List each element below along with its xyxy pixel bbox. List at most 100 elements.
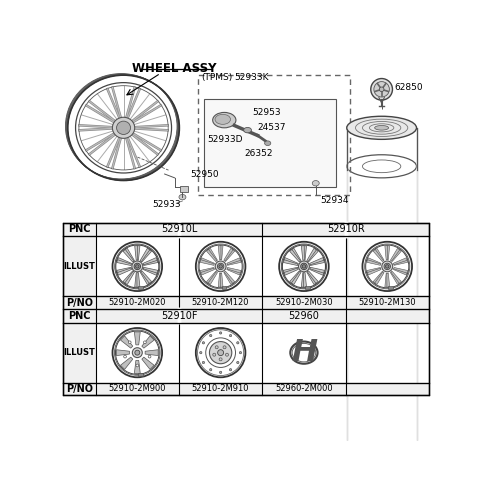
Polygon shape — [117, 260, 132, 265]
Circle shape — [217, 350, 224, 356]
Polygon shape — [123, 249, 134, 262]
Circle shape — [223, 346, 226, 349]
Ellipse shape — [290, 341, 318, 364]
Circle shape — [302, 265, 306, 268]
Bar — [204, 98, 336, 187]
Polygon shape — [141, 249, 152, 262]
Circle shape — [219, 332, 222, 334]
Circle shape — [203, 342, 204, 344]
Polygon shape — [375, 272, 384, 285]
Text: 52910-2M030: 52910-2M030 — [275, 298, 333, 307]
Polygon shape — [385, 246, 388, 260]
Text: WHEEL ASSY: WHEEL ASSY — [132, 62, 217, 76]
Text: 52953: 52953 — [252, 108, 281, 117]
Text: 52910-2M900: 52910-2M900 — [108, 384, 166, 393]
Text: 26352: 26352 — [244, 149, 273, 158]
Text: 52933: 52933 — [153, 200, 181, 209]
Polygon shape — [227, 258, 240, 265]
Circle shape — [132, 348, 142, 358]
Polygon shape — [224, 271, 235, 284]
Bar — [388, 287, 393, 289]
Polygon shape — [218, 246, 221, 260]
Circle shape — [200, 352, 202, 354]
Circle shape — [229, 369, 232, 371]
Polygon shape — [117, 350, 130, 356]
Polygon shape — [206, 249, 217, 261]
Bar — [138, 372, 143, 375]
Text: 52910F: 52910F — [161, 311, 197, 321]
Text: (TPMS): (TPMS) — [201, 73, 232, 82]
Polygon shape — [224, 272, 233, 285]
Circle shape — [112, 328, 162, 377]
Text: H: H — [291, 338, 317, 367]
Text: 52960: 52960 — [288, 311, 319, 321]
Ellipse shape — [213, 113, 236, 128]
Polygon shape — [387, 273, 390, 287]
Polygon shape — [220, 273, 223, 287]
Circle shape — [134, 263, 141, 270]
Polygon shape — [200, 267, 214, 273]
Circle shape — [144, 341, 146, 344]
Circle shape — [371, 79, 393, 100]
Polygon shape — [145, 350, 158, 356]
Polygon shape — [134, 332, 140, 345]
Circle shape — [136, 364, 139, 367]
Polygon shape — [284, 257, 298, 265]
Bar — [222, 287, 226, 289]
Polygon shape — [206, 271, 217, 284]
Polygon shape — [125, 271, 134, 285]
Polygon shape — [391, 271, 401, 284]
Text: ILLUST: ILLUST — [63, 348, 96, 357]
Polygon shape — [367, 267, 381, 273]
Circle shape — [299, 261, 310, 272]
Ellipse shape — [215, 114, 230, 124]
Polygon shape — [284, 267, 298, 273]
Circle shape — [215, 346, 218, 349]
Polygon shape — [201, 258, 215, 265]
Polygon shape — [208, 248, 217, 261]
Circle shape — [229, 334, 232, 337]
Circle shape — [210, 369, 212, 371]
Polygon shape — [208, 272, 217, 285]
Bar — [63, 296, 429, 309]
Circle shape — [379, 87, 384, 91]
Polygon shape — [227, 268, 240, 275]
Polygon shape — [390, 272, 400, 285]
Polygon shape — [291, 271, 301, 285]
Text: 52933D: 52933D — [207, 135, 243, 144]
Polygon shape — [367, 260, 381, 265]
Circle shape — [148, 355, 151, 358]
Polygon shape — [218, 273, 221, 287]
Circle shape — [135, 350, 140, 355]
Circle shape — [237, 342, 239, 344]
Polygon shape — [307, 249, 318, 262]
Polygon shape — [391, 249, 401, 261]
Polygon shape — [367, 258, 381, 265]
Polygon shape — [385, 273, 388, 287]
Bar — [63, 237, 96, 296]
Circle shape — [385, 265, 389, 268]
Polygon shape — [201, 268, 215, 275]
Circle shape — [300, 263, 307, 270]
Polygon shape — [140, 248, 150, 261]
Text: 52950: 52950 — [190, 170, 219, 179]
Polygon shape — [224, 249, 235, 261]
Polygon shape — [310, 257, 324, 265]
Polygon shape — [290, 249, 300, 262]
Polygon shape — [140, 271, 150, 285]
Polygon shape — [227, 260, 241, 265]
Polygon shape — [394, 258, 407, 265]
Bar — [63, 323, 96, 383]
Polygon shape — [143, 257, 157, 265]
Text: 52910-2M910: 52910-2M910 — [192, 384, 250, 393]
Text: P/NO: P/NO — [66, 297, 93, 308]
Circle shape — [209, 341, 232, 364]
Polygon shape — [394, 260, 408, 265]
Polygon shape — [123, 271, 134, 284]
Polygon shape — [310, 267, 324, 273]
Text: 52910R: 52910R — [327, 224, 364, 235]
Ellipse shape — [312, 180, 319, 186]
Polygon shape — [143, 268, 157, 275]
Ellipse shape — [117, 121, 131, 134]
Polygon shape — [310, 260, 324, 265]
